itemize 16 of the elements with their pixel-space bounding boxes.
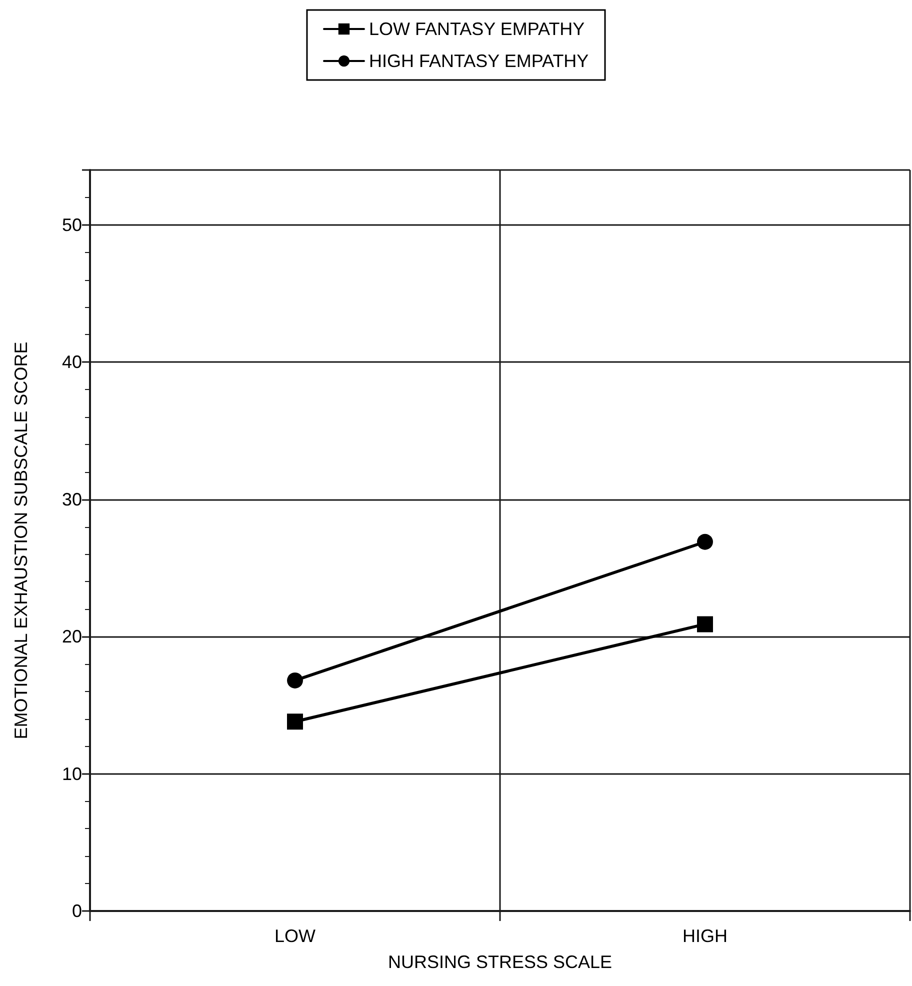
y-tick-label: 0: [72, 901, 82, 921]
legend-label: LOW FANTASY EMPATHY: [368, 19, 585, 39]
y-axis-title: EMOTIONAL EXHAUSTION SUBSCALE SCORE: [11, 342, 31, 740]
point: [697, 616, 713, 632]
y-tick-label: 30: [62, 489, 82, 510]
point: [287, 714, 303, 730]
x-tick-label: LOW: [274, 926, 316, 946]
y-tick-label: 20: [62, 626, 82, 647]
y-tick-label: 10: [62, 764, 82, 784]
x-tick-label: HIGH: [682, 926, 728, 946]
y-tick-label: 40: [62, 352, 82, 372]
x-axis-title: NURSING STRESS SCALE: [388, 952, 612, 972]
y-tick-label: 50: [62, 214, 82, 235]
point: [697, 534, 713, 550]
legend-label: HIGH FANTASY EMPATHY: [368, 51, 589, 71]
point: [287, 672, 303, 688]
